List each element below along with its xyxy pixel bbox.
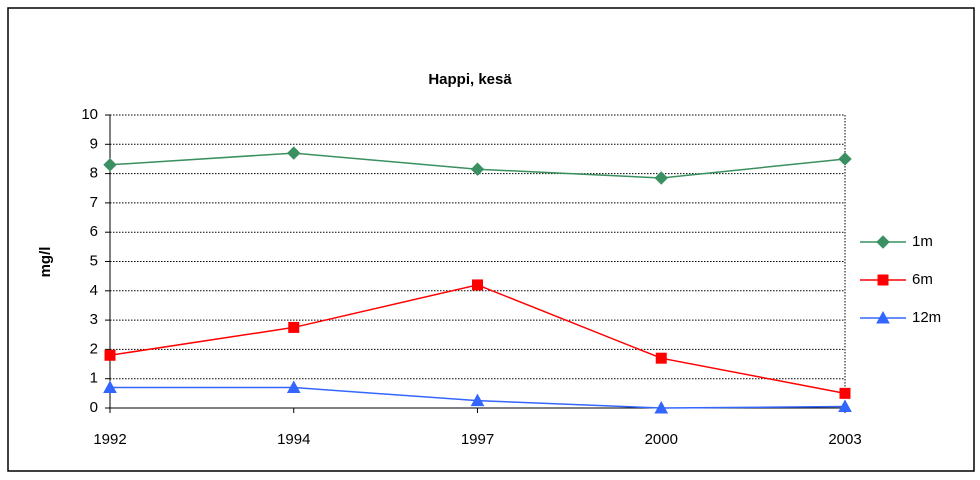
- marker: [103, 380, 117, 393]
- chart-title: Happi, kesä: [428, 71, 512, 88]
- marker: [876, 235, 890, 249]
- marker: [876, 310, 890, 324]
- y-tick-label: 8: [90, 165, 98, 182]
- marker: [103, 158, 117, 172]
- y-tick-label: 5: [90, 252, 98, 269]
- marker: [288, 321, 300, 333]
- x-tick-label: 2003: [828, 431, 861, 448]
- y-tick-label: 9: [90, 135, 98, 152]
- y-tick-label: 1: [90, 370, 98, 387]
- x-tick-label: 1997: [461, 431, 494, 448]
- marker: [104, 349, 116, 361]
- marker: [877, 274, 889, 286]
- marker: [655, 352, 667, 364]
- x-tick-label: 1994: [277, 431, 310, 448]
- y-tick-label: 7: [90, 194, 98, 211]
- marker: [287, 146, 301, 160]
- marker: [470, 162, 485, 176]
- y-tick-label: 3: [90, 311, 98, 328]
- marker: [654, 171, 668, 185]
- marker: [286, 380, 301, 393]
- legend-label: 12m: [912, 309, 941, 326]
- legend-label: 6m: [912, 271, 933, 288]
- marker: [472, 279, 483, 291]
- y-tick-label: 2: [90, 340, 98, 357]
- y-tick-label: 4: [90, 282, 98, 299]
- marker: [839, 387, 851, 399]
- x-tick-label: 1992: [93, 431, 126, 448]
- x-tick-label: 2000: [645, 431, 678, 448]
- y-tick-label: 10: [81, 106, 98, 123]
- y-tick-label: 6: [90, 223, 98, 240]
- y-axis-label: mg/l: [37, 247, 54, 278]
- marker: [838, 152, 852, 166]
- chart-frame: [7, 7, 975, 472]
- marker: [470, 393, 485, 407]
- marker: [654, 400, 669, 414]
- y-tick-label: 0: [90, 399, 98, 416]
- marker: [838, 399, 852, 413]
- legend-label: 1m: [912, 233, 933, 250]
